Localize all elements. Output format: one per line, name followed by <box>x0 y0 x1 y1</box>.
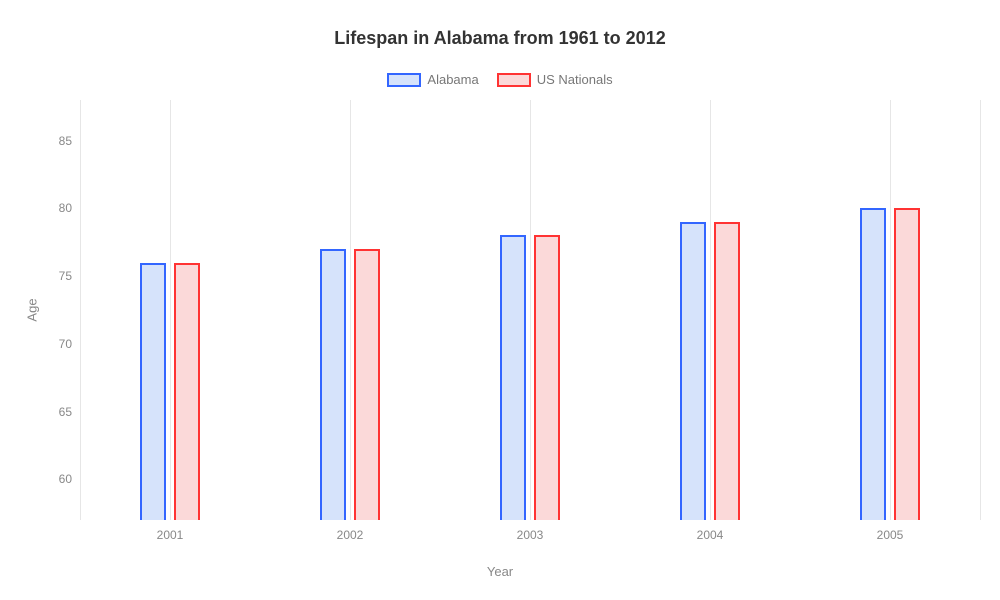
grid-line <box>530 100 531 520</box>
bar <box>860 208 886 520</box>
legend-swatch <box>387 73 421 87</box>
x-tick-label: 2004 <box>697 520 724 542</box>
y-tick-label: 75 <box>59 269 80 283</box>
bar <box>174 263 200 520</box>
bar <box>354 249 380 520</box>
x-tick-label: 2005 <box>877 520 904 542</box>
grid-line <box>710 100 711 520</box>
chart-container: Lifespan in Alabama from 1961 to 2012 Al… <box>0 0 1000 600</box>
grid-line <box>80 100 81 520</box>
y-tick-label: 60 <box>59 472 80 486</box>
grid-line <box>170 100 171 520</box>
bar <box>140 263 166 520</box>
plot-area: 60657075808520012002200320042005 <box>80 100 980 520</box>
y-tick-label: 70 <box>59 337 80 351</box>
bar <box>320 249 346 520</box>
y-tick-label: 85 <box>59 134 80 148</box>
y-tick-label: 80 <box>59 201 80 215</box>
y-tick-label: 65 <box>59 405 80 419</box>
chart-title: Lifespan in Alabama from 1961 to 2012 <box>0 28 1000 49</box>
y-axis-label: Age <box>25 298 40 321</box>
x-tick-label: 2003 <box>517 520 544 542</box>
bar <box>500 235 526 520</box>
bar <box>714 222 740 520</box>
grid-line <box>980 100 981 520</box>
bar <box>534 235 560 520</box>
legend-item: Alabama <box>387 72 478 87</box>
bar <box>680 222 706 520</box>
grid-line <box>350 100 351 520</box>
grid-line <box>890 100 891 520</box>
legend-label: Alabama <box>427 72 478 87</box>
legend-label: US Nationals <box>537 72 613 87</box>
legend-item: US Nationals <box>497 72 613 87</box>
x-tick-label: 2002 <box>337 520 364 542</box>
legend-swatch <box>497 73 531 87</box>
legend: Alabama US Nationals <box>0 72 1000 87</box>
x-axis-label: Year <box>0 564 1000 579</box>
bar <box>894 208 920 520</box>
x-tick-label: 2001 <box>157 520 184 542</box>
